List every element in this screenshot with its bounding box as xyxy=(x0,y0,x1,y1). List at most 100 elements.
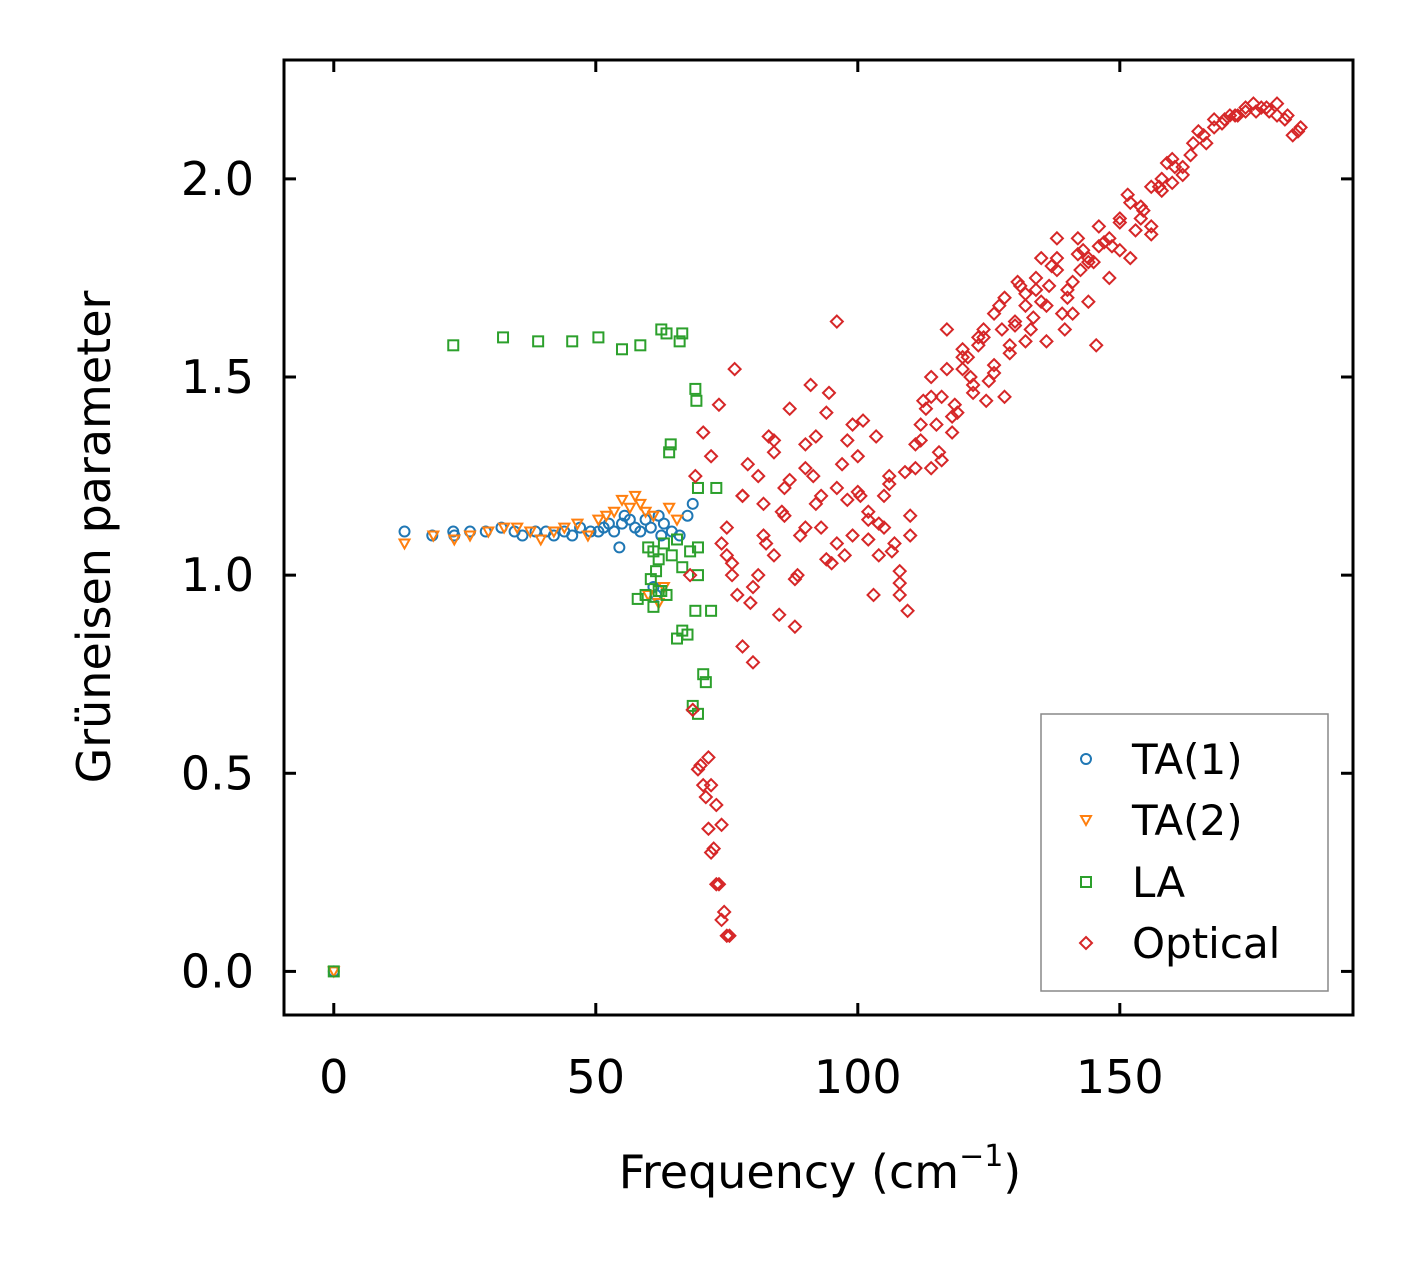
data-point xyxy=(532,335,545,348)
x-tick-label: 100 xyxy=(814,1050,902,1104)
data-point xyxy=(1039,298,1054,314)
data-point xyxy=(691,569,704,582)
data-point xyxy=(976,322,991,337)
data-point xyxy=(711,397,727,413)
data-point xyxy=(634,339,647,352)
y-axis-title: Grüneisen parameter xyxy=(67,290,121,783)
legend-entry: TA(2) xyxy=(1079,796,1243,845)
legend-entry: Optical xyxy=(1078,919,1280,968)
data-point xyxy=(853,488,868,504)
data-point xyxy=(1217,112,1233,127)
data-point xyxy=(613,541,626,554)
data-point xyxy=(682,567,698,583)
data-point xyxy=(994,322,1010,337)
data-point xyxy=(650,565,663,578)
data-point xyxy=(1012,278,1028,294)
data-point xyxy=(686,497,699,510)
data-point xyxy=(566,335,579,348)
data-point xyxy=(566,529,579,542)
legend-label: TA(1) xyxy=(1131,735,1243,784)
data-point xyxy=(792,528,808,543)
data-point xyxy=(850,484,866,500)
data-point xyxy=(808,496,824,512)
data-point xyxy=(657,537,670,550)
data-point xyxy=(923,460,939,476)
data-point xyxy=(1154,183,1170,199)
legend-items: TA(1) TA(2) LA Optical xyxy=(1078,735,1280,968)
data-point xyxy=(1175,159,1191,175)
data-point xyxy=(939,322,955,337)
data-point xyxy=(761,429,777,444)
data-point xyxy=(673,335,686,348)
data-point xyxy=(913,417,929,432)
data-point xyxy=(701,821,716,837)
data-point xyxy=(592,331,605,344)
data-point xyxy=(965,377,981,393)
data-point xyxy=(662,502,676,515)
data-point xyxy=(1112,215,1128,230)
data-point xyxy=(664,438,677,451)
data-point xyxy=(787,571,803,587)
data-point xyxy=(327,965,340,978)
data-point xyxy=(497,522,511,535)
data-point xyxy=(908,436,923,452)
data-point xyxy=(646,510,661,523)
data-point xyxy=(1280,108,1295,123)
data-point xyxy=(897,464,913,480)
data-point xyxy=(1143,179,1159,195)
data-point xyxy=(845,528,860,543)
data-point xyxy=(1112,242,1128,258)
data-point xyxy=(676,327,689,340)
data-point xyxy=(481,526,496,539)
data-point xyxy=(1033,250,1049,266)
legend-marker xyxy=(1080,876,1092,888)
data-point xyxy=(1269,96,1285,112)
data-point xyxy=(923,389,939,405)
data-point xyxy=(1246,96,1261,112)
data-point xyxy=(695,777,711,793)
data-point xyxy=(934,452,950,468)
data-point xyxy=(703,448,719,464)
data-point xyxy=(701,750,716,765)
data-point xyxy=(1290,123,1306,139)
legend-label: Optical xyxy=(1132,919,1280,968)
data-point xyxy=(1143,219,1159,234)
data-point xyxy=(689,604,702,617)
legend-marker xyxy=(1080,753,1092,765)
data-point xyxy=(986,357,1002,373)
data-point xyxy=(1122,195,1138,211)
data-point xyxy=(965,385,981,401)
data-point xyxy=(1227,108,1243,123)
data-point xyxy=(631,592,644,605)
data-point xyxy=(1086,254,1102,270)
data-point xyxy=(722,928,737,944)
x-tick-label: 50 xyxy=(567,1050,626,1104)
data-point xyxy=(570,518,585,531)
data-point xyxy=(892,587,908,603)
plot-frame xyxy=(282,58,1355,1017)
data-point xyxy=(676,561,689,574)
data-point xyxy=(777,508,792,524)
axis-ticks: 0 50 100 150 0.0 0.5 1.0 1.5 2.0 xyxy=(181,60,1353,1104)
data-point xyxy=(745,579,761,595)
data-point xyxy=(855,413,871,429)
data-point xyxy=(860,504,876,520)
data-point xyxy=(665,549,678,562)
data-point xyxy=(1285,127,1301,143)
data-point xyxy=(850,448,866,464)
data-point xyxy=(900,603,915,619)
data-point xyxy=(652,584,665,597)
data-point xyxy=(756,528,771,543)
data-point xyxy=(673,529,686,542)
legend: TA(1) TA(2) LA Optical xyxy=(1040,713,1329,992)
data-point xyxy=(714,817,729,833)
data-point xyxy=(735,639,750,654)
data-point xyxy=(516,529,529,542)
data-point xyxy=(1028,282,1044,298)
data-point xyxy=(1183,147,1198,163)
legend-entry: LA xyxy=(1080,858,1185,907)
data-point xyxy=(652,553,665,566)
data-marks xyxy=(327,96,1309,979)
data-point xyxy=(1196,127,1212,143)
